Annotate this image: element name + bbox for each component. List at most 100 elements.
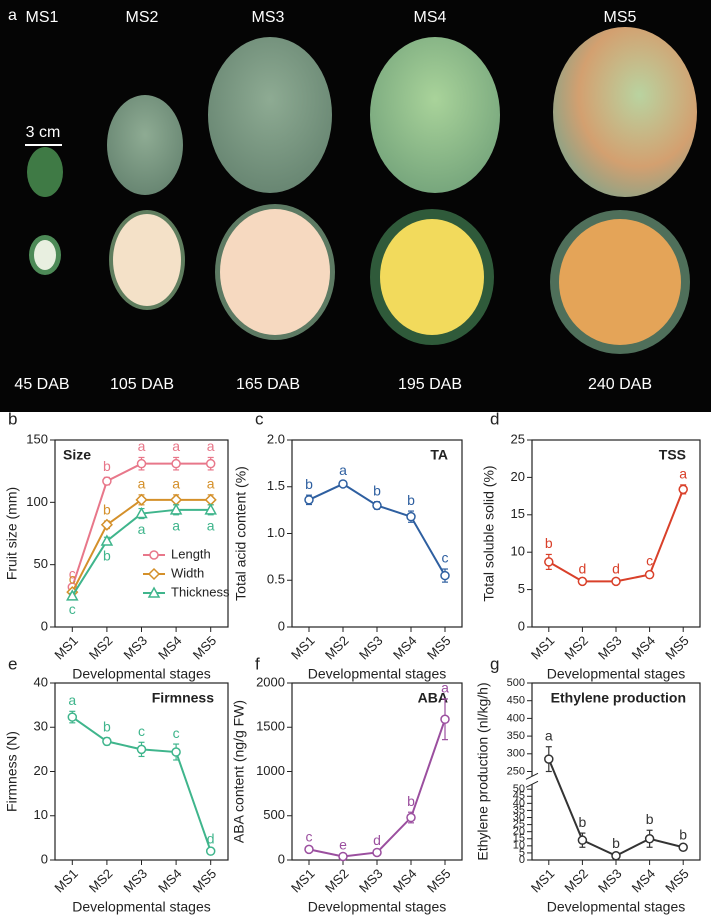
fruit-flesh [34,240,56,270]
y-tick-label: 500 [507,677,525,689]
significance-letter: b [103,502,111,518]
y-axis-label: Total soluble solid (%) [481,465,497,601]
significance-letter: b [305,476,313,492]
y-tick-label: 1500 [256,719,285,734]
marker [66,589,79,601]
marker [338,851,348,862]
significance-letter: c [69,565,76,581]
significance-letter: a [68,692,76,708]
significance-letter: a [207,476,215,492]
x-tick-label: MS5 [190,633,220,663]
marker [304,495,314,505]
significance-letter: b [545,535,553,551]
y-tick-label: 0 [41,851,48,866]
significance-letter: a [207,438,215,454]
fruit [27,147,63,197]
x-tick-label: MS1 [528,866,558,896]
y-tick-label: 1.5 [267,478,285,493]
significance-letter: a [545,727,553,743]
panel-label: a [8,7,17,24]
day-label: 45 DAB [14,376,69,393]
y-tick-label: 450 [507,695,525,707]
y-tick-label: 40 [34,674,48,689]
y-tick-label: 10 [34,807,48,822]
significance-letter: d [612,561,620,577]
photo-panel: 3 cm a MS1 MS2 MS3 MS4 MS5 45 DAB 105 DAB 165 D… [0,0,711,412]
y-tick-label: 2.0 [267,431,285,446]
marker [136,744,147,755]
significance-letter: a [172,476,180,492]
significance-letter: a [679,466,687,482]
marker [205,846,216,856]
marker [372,847,382,858]
x-tick-label: MS2 [561,866,591,896]
y-tick-label: 300 [507,748,525,760]
chart-title: Size [63,447,91,463]
x-tick-label: MS5 [662,866,692,896]
x-axis-label: Developmental stages [72,666,211,682]
fruit-flesh [113,214,181,306]
x-tick-label: MS1 [51,633,81,663]
y-tick-label: 2000 [256,674,285,689]
y-tick-label: 15 [511,506,525,521]
x-tick-label: MS4 [155,866,185,896]
marker [611,851,621,861]
panel-label: g [490,654,499,673]
significance-letter: a [207,518,215,534]
y-axis-label: Ethylene production (nl/kg/h) [475,682,491,860]
y-tick-label: 50 [34,556,48,571]
marker [100,534,114,546]
y-tick-label: 0 [519,854,525,866]
plot-frame [531,682,701,861]
x-tick-label: MS4 [629,633,659,663]
axis-break-gap [526,776,538,785]
y-tick-label: 1.0 [267,525,285,540]
marker [577,576,588,587]
x-tick-label: MS3 [356,866,386,896]
marker [644,834,655,844]
y-tick-label: 350 [507,730,525,742]
y-tick-label: 50 [513,783,525,795]
x-tick-label: MS2 [322,633,352,663]
x-axis-label: Developmental stages [547,666,686,682]
significance-letter: e [339,836,347,852]
significance-letter: c [138,723,145,739]
x-tick-label: MS1 [528,633,558,663]
y-tick-label: 0.5 [267,572,285,587]
panel-label: c [255,409,264,428]
significance-letter: b [103,458,111,474]
marker [406,812,416,823]
significance-letter: c [306,828,313,844]
panel-label: f [255,654,260,673]
legend-marker [149,550,159,560]
x-tick-label: MS4 [390,633,420,663]
marker [67,712,78,722]
legend-marker [147,586,161,598]
x-tick-label: MS2 [322,866,352,896]
legend-label: Length [171,546,211,561]
significance-letter: c [69,570,76,586]
marker [440,714,450,725]
x-axis-label: Developmental stages [72,899,211,915]
significance-letter: c [173,725,180,741]
panel-label: e [8,654,17,673]
y-tick-label: 5 [519,847,525,859]
x-axis-label: Developmental stages [547,899,686,915]
significance-letter: a [172,438,180,454]
x-tick-label: MS5 [662,633,692,663]
significance-letter: b [407,492,415,508]
day-label: 240 DAB [588,376,652,393]
y-tick-label: 10 [511,544,525,559]
chart-title: Ethylene production [551,690,686,706]
marker [338,479,348,489]
y-axis-label: Total acid content (%) [233,466,249,601]
significance-letter: b [373,482,381,498]
panel-label: b [8,409,17,428]
significance-letter: a [138,476,146,492]
significance-letter: d [373,832,381,848]
marker [135,493,148,506]
significance-letter: b [612,835,620,851]
marker [577,835,588,845]
